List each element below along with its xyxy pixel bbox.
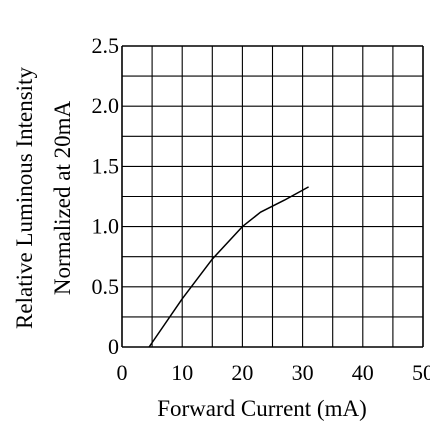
x-tick-label: 50 xyxy=(412,360,430,385)
y-axis-title-line-2: Normalized at 20mA xyxy=(50,101,75,296)
x-axis-title: Forward Current (mA) xyxy=(157,396,367,421)
y-tick-label: 1.0 xyxy=(92,214,120,239)
x-tick-label: 20 xyxy=(231,360,253,385)
y-tick-label: 0 xyxy=(108,334,119,359)
x-tick-label: 30 xyxy=(292,360,314,385)
x-tick-label: 10 xyxy=(171,360,193,385)
x-tick-labels: 0 10 20 30 40 50 xyxy=(117,360,430,385)
x-tick-label: 40 xyxy=(352,360,374,385)
y-tick-labels: 0 0.5 1.0 1.5 2.0 2.5 xyxy=(92,33,120,359)
y-tick-label: 2.0 xyxy=(92,93,120,118)
y-axis-title-line-1: Relative Luminous Intensity xyxy=(12,67,37,329)
y-tick-label: 0.5 xyxy=(92,274,120,299)
y-tick-label: 2.5 xyxy=(92,33,120,58)
chart-grid xyxy=(121,45,424,348)
intensity-curve xyxy=(148,186,309,348)
y-tick-label: 1.5 xyxy=(92,153,120,178)
x-tick-label: 0 xyxy=(117,360,128,385)
chart-series xyxy=(148,186,309,348)
